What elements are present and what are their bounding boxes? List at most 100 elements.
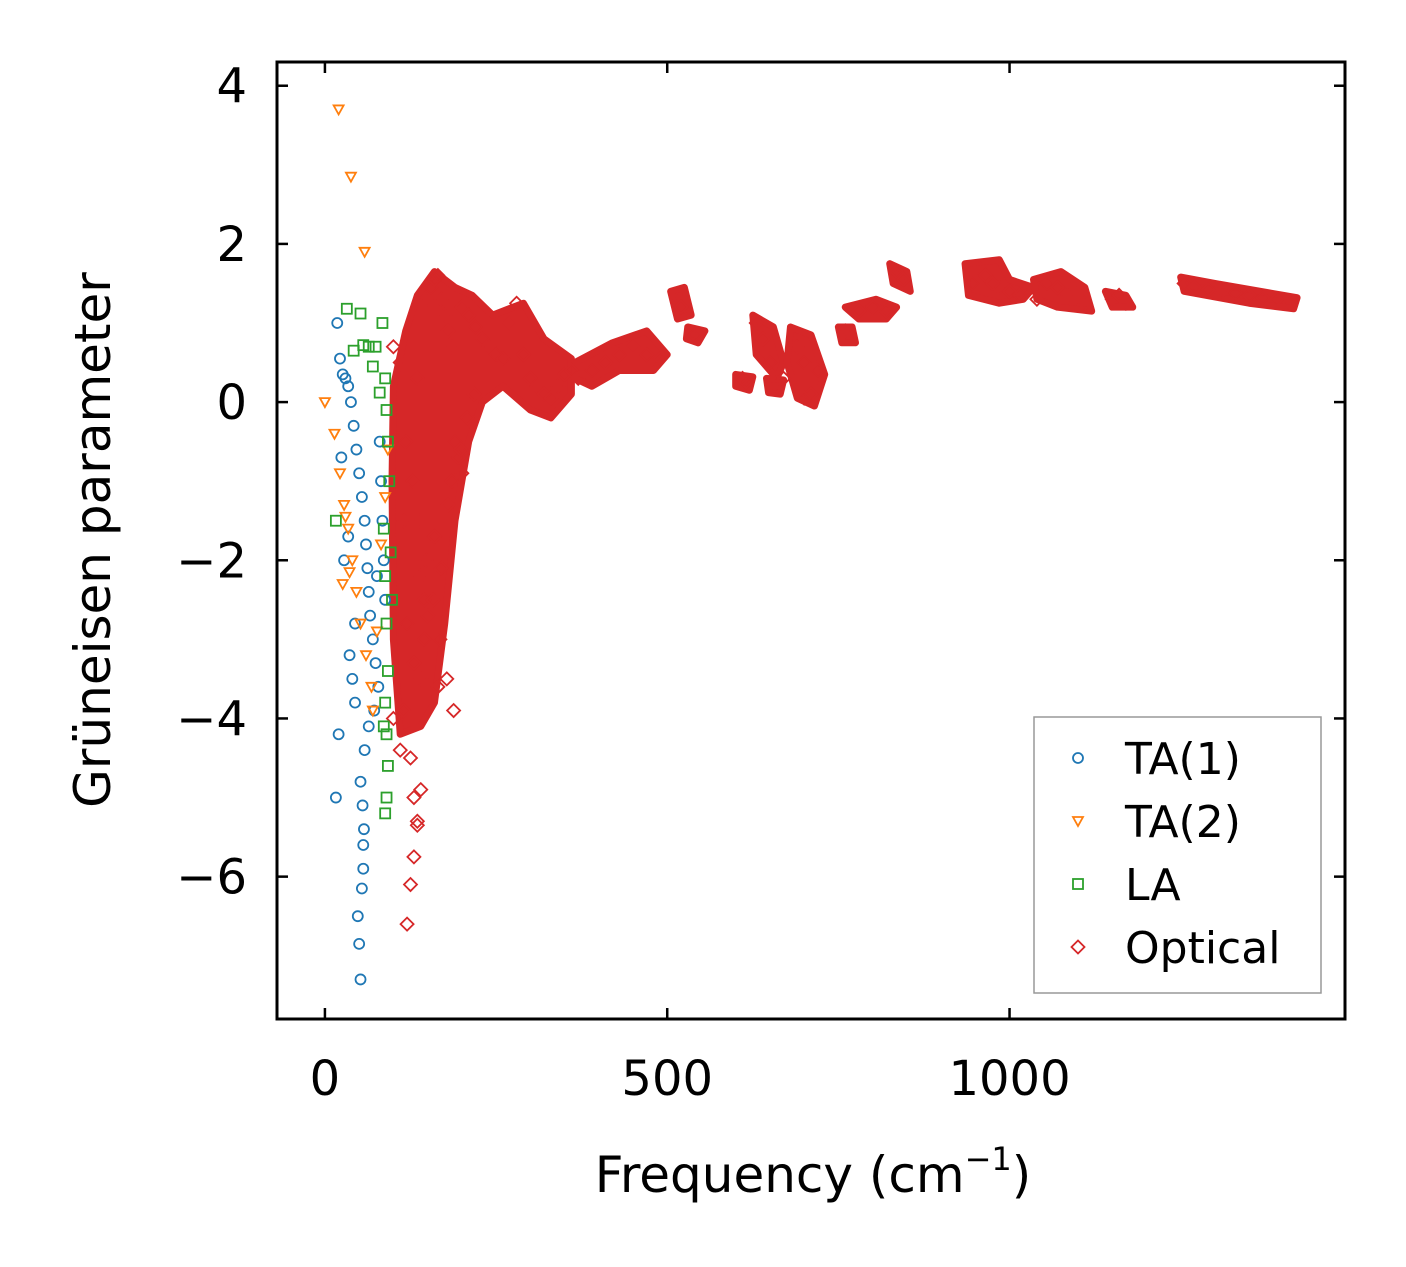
data-point	[1227, 285, 1244, 301]
data-point	[638, 346, 655, 363]
data-point	[432, 631, 448, 648]
data-point	[377, 720, 390, 733]
data-point	[334, 352, 346, 365]
data-point	[343, 567, 357, 579]
data-point	[345, 555, 359, 568]
data-point	[418, 552, 435, 569]
data-point	[984, 275, 1001, 292]
data-point	[495, 350, 511, 367]
data-point	[349, 587, 363, 599]
x-tick-labels: 0 500 1000	[310, 1051, 1071, 1107]
legend-marker	[1072, 752, 1084, 764]
data-point	[406, 849, 422, 865]
x-tick-label: 500	[621, 1051, 713, 1107]
series-optical	[385, 259, 1299, 932]
data-point	[366, 705, 380, 718]
data-point	[358, 246, 372, 259]
data-point	[362, 340, 375, 353]
data-point	[474, 331, 491, 347]
data-point	[597, 354, 614, 371]
data-point	[379, 372, 392, 385]
legend-label: TA(2)	[1124, 797, 1241, 848]
legend-box	[1033, 716, 1322, 994]
data-point	[964, 275, 980, 292]
data-point	[360, 538, 372, 551]
data-point	[402, 750, 419, 766]
data-point	[392, 742, 409, 758]
data-point	[1241, 287, 1257, 304]
data-point	[515, 346, 532, 363]
data-point	[361, 562, 374, 575]
data-point	[775, 370, 792, 387]
data-point	[346, 673, 359, 685]
series-ta-2	[318, 104, 395, 718]
series-ta-1	[329, 317, 392, 986]
y-tick-label: 0	[216, 375, 247, 431]
data-point	[445, 702, 462, 719]
legend-label: LA	[1125, 860, 1181, 911]
data-point	[584, 362, 600, 379]
data-point	[1012, 287, 1028, 304]
data-point	[1104, 291, 1121, 308]
data-point	[440, 323, 456, 339]
data-point	[425, 592, 441, 608]
data-point	[377, 554, 390, 567]
data-point	[375, 475, 387, 488]
data-point	[459, 410, 476, 426]
data-point	[399, 615, 415, 632]
data-point	[385, 710, 402, 727]
data-point	[686, 327, 703, 343]
data-point	[837, 323, 854, 339]
optical-cloud-region-5	[749, 311, 788, 382]
data-point	[768, 374, 785, 391]
data-point	[356, 799, 369, 812]
data-point	[1039, 275, 1055, 292]
data-point	[467, 319, 484, 335]
data-point	[452, 441, 469, 458]
data-point	[796, 354, 812, 371]
data-point	[443, 338, 460, 355]
data-point	[354, 973, 367, 986]
data-point	[369, 657, 382, 669]
data-point	[419, 291, 436, 308]
data-point	[543, 390, 559, 406]
data-point	[335, 451, 348, 464]
data-point	[411, 512, 428, 529]
data-point	[970, 259, 987, 276]
data-point	[556, 366, 573, 383]
data-point	[379, 807, 392, 820]
data-point	[366, 360, 379, 373]
data-point	[625, 338, 641, 355]
data-point	[454, 465, 470, 482]
data-point	[380, 617, 393, 630]
data-point	[358, 514, 371, 527]
data-point	[404, 473, 421, 489]
data-point	[433, 560, 450, 576]
data-point	[669, 291, 686, 308]
data-point	[369, 340, 382, 353]
data-point	[406, 655, 422, 671]
data-point	[810, 362, 826, 379]
data-point	[359, 650, 373, 663]
data-point	[508, 295, 525, 312]
optical-cloud-region-15	[1177, 273, 1301, 313]
data-point	[1049, 279, 1066, 296]
data-point	[349, 696, 361, 709]
data-point	[336, 579, 350, 591]
data-point	[563, 362, 580, 379]
data-point	[364, 609, 377, 622]
legend-marker	[1072, 878, 1084, 890]
data-point	[386, 593, 398, 606]
optical-cloud-region-13	[1030, 268, 1096, 315]
data-point	[406, 789, 422, 806]
data-point	[529, 378, 545, 395]
data-point	[762, 354, 778, 371]
data-point	[329, 514, 342, 527]
data-point	[353, 618, 368, 631]
data-point	[789, 338, 806, 355]
data-point	[374, 539, 388, 552]
legend-marker	[1070, 939, 1086, 955]
data-point	[338, 511, 352, 524]
data-point	[430, 679, 446, 695]
